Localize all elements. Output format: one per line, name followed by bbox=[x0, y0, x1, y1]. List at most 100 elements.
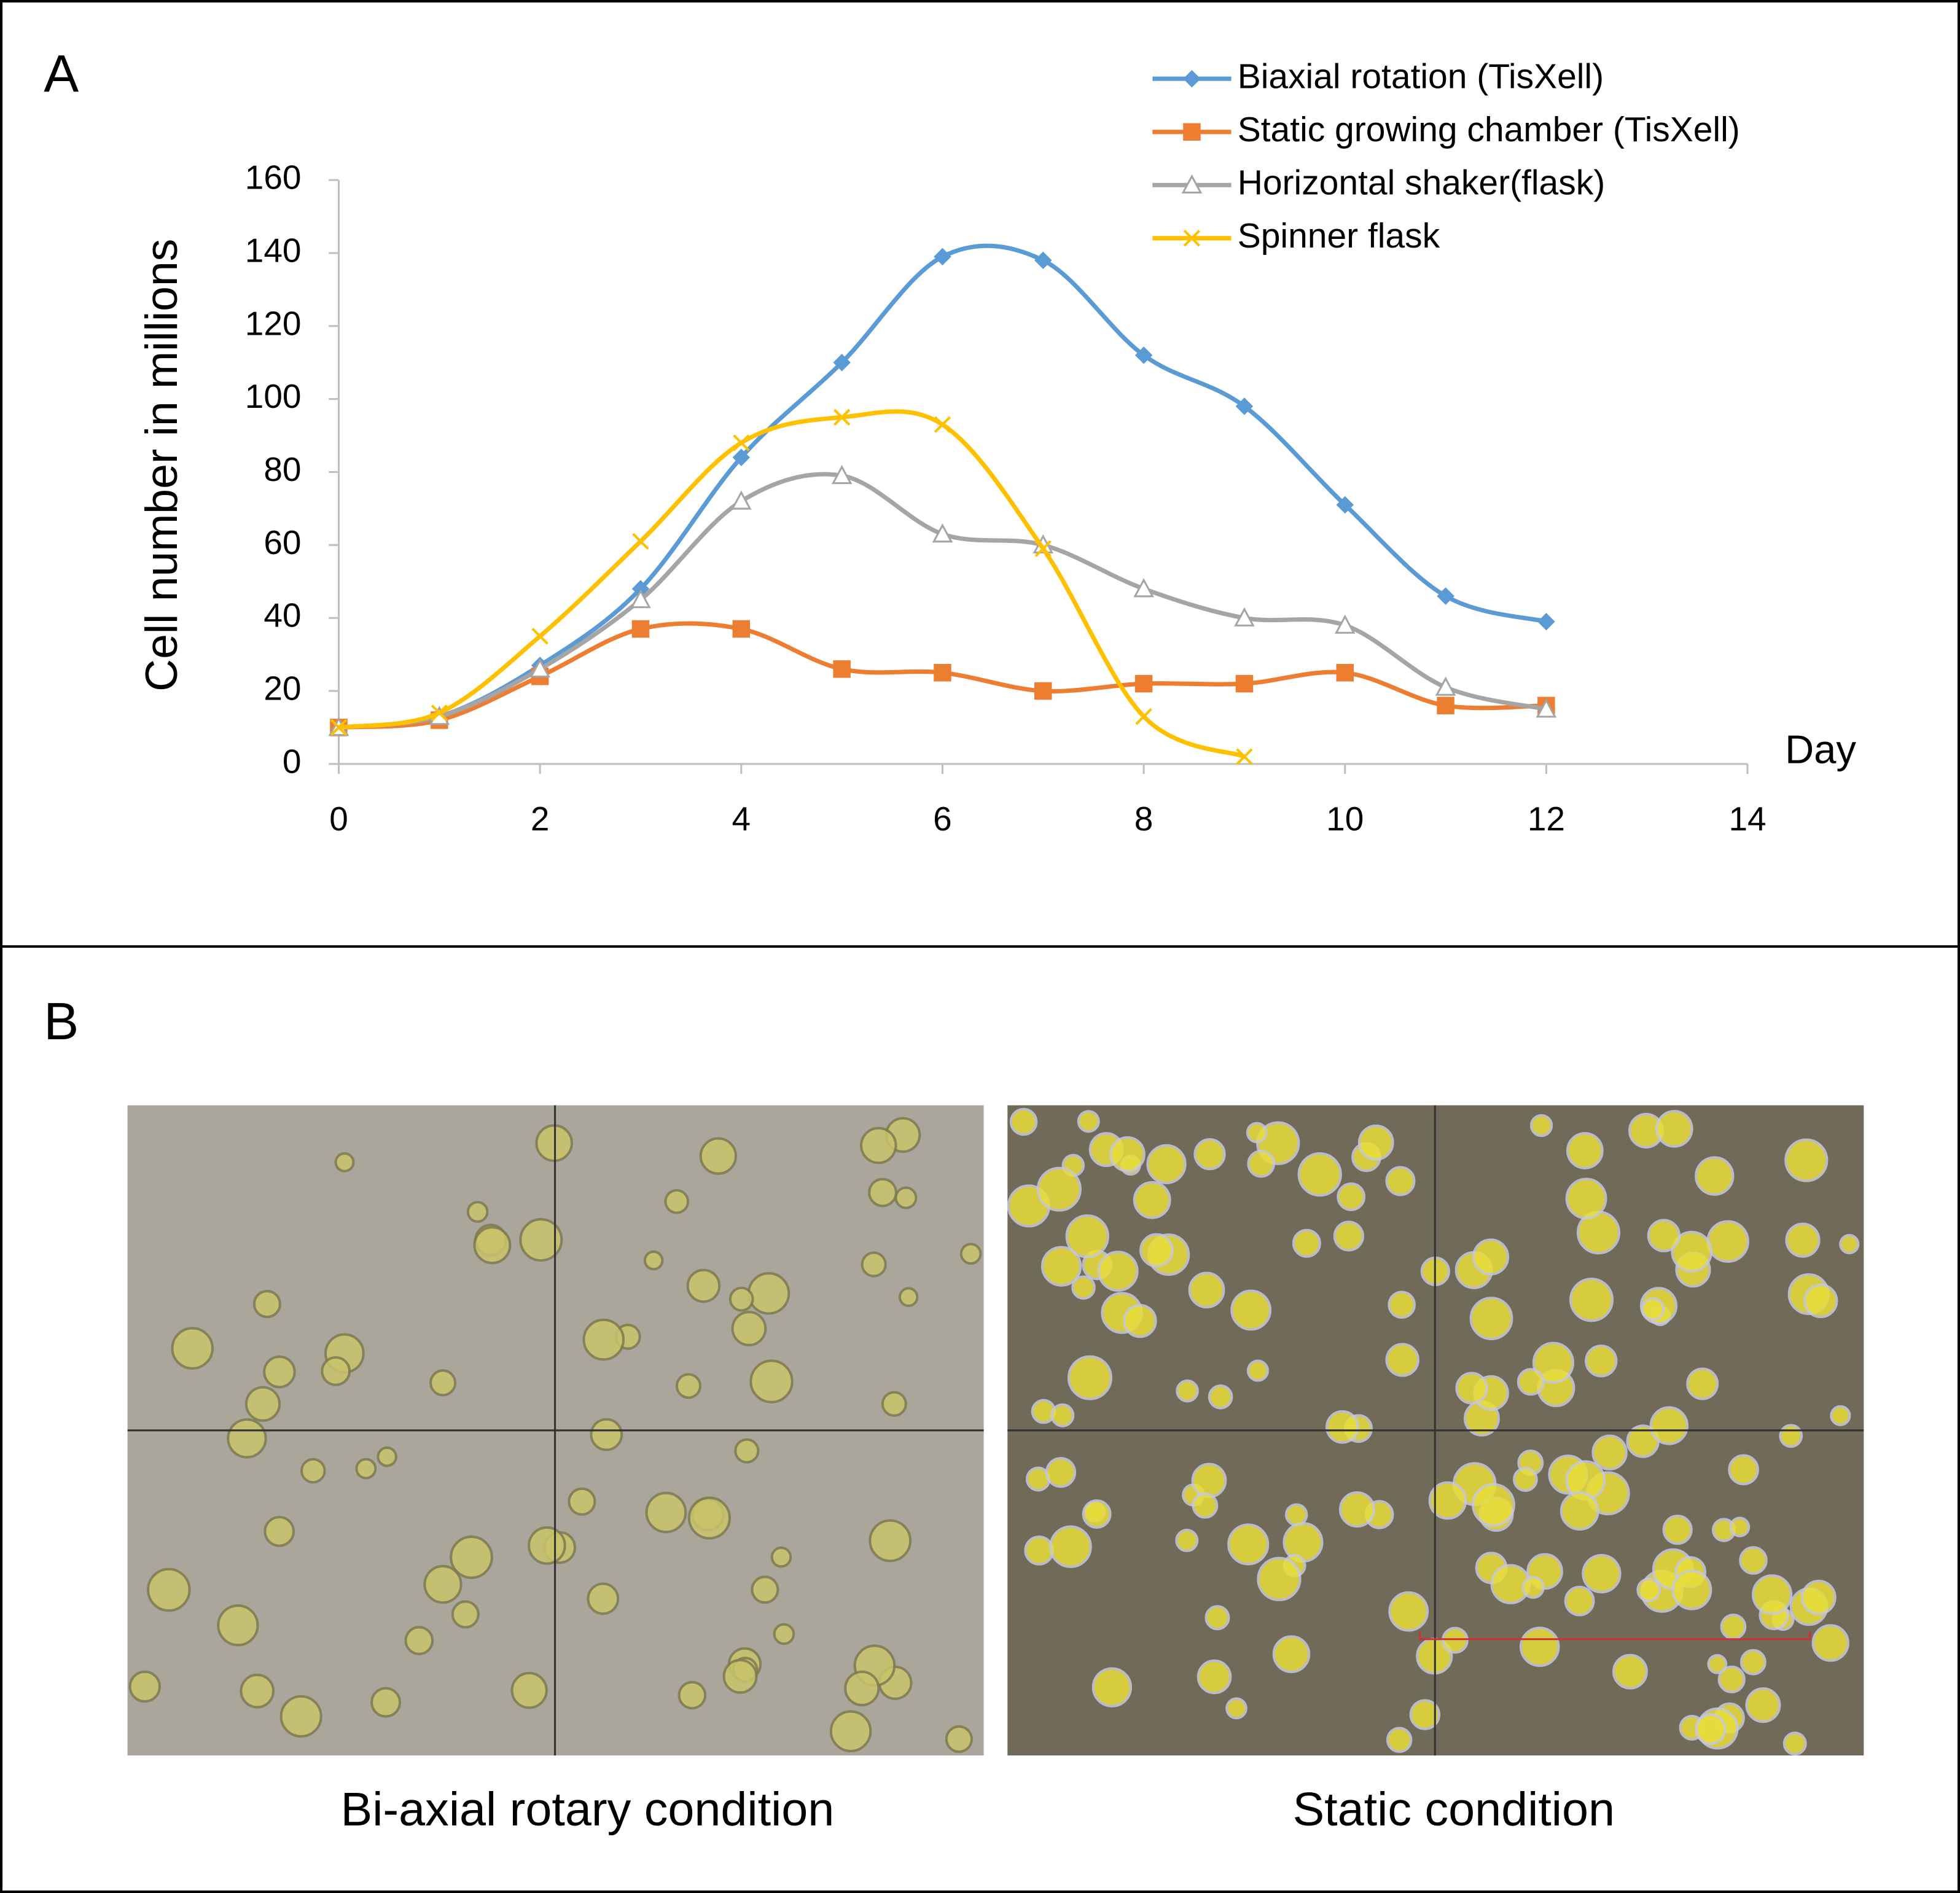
marker bbox=[1235, 674, 1254, 693]
cell bbox=[844, 1670, 880, 1707]
cell bbox=[1811, 1624, 1849, 1662]
legend-label: Spinner flask bbox=[1238, 216, 1440, 256]
y-tick-label: 0 bbox=[283, 742, 302, 780]
cell bbox=[1729, 1516, 1751, 1537]
marker bbox=[431, 704, 448, 722]
cell bbox=[1097, 1251, 1139, 1292]
cell bbox=[1091, 1667, 1133, 1708]
y-tick-label: 80 bbox=[264, 450, 301, 488]
cell bbox=[423, 1564, 463, 1604]
cell bbox=[1782, 1731, 1807, 1756]
series-line bbox=[338, 409, 1246, 759]
marker bbox=[932, 523, 953, 543]
marker bbox=[1034, 540, 1052, 557]
cell bbox=[217, 1604, 259, 1647]
cell bbox=[300, 1458, 326, 1484]
cell bbox=[1009, 1107, 1038, 1136]
cell bbox=[404, 1626, 434, 1655]
cell bbox=[1050, 1403, 1075, 1427]
cell bbox=[1671, 1230, 1713, 1273]
cell bbox=[1191, 1462, 1227, 1499]
cell bbox=[519, 1218, 563, 1262]
cell bbox=[734, 1438, 760, 1464]
cell bbox=[1082, 1499, 1112, 1529]
cell bbox=[945, 1725, 973, 1754]
marker bbox=[1536, 698, 1557, 718]
marker bbox=[1134, 346, 1153, 364]
cell bbox=[1337, 1182, 1366, 1211]
cell bbox=[473, 1226, 512, 1265]
cell bbox=[1208, 1384, 1233, 1410]
marker bbox=[934, 248, 951, 266]
marker bbox=[733, 434, 750, 451]
marker bbox=[1234, 607, 1255, 626]
cell bbox=[1752, 1574, 1793, 1615]
legend-label: Horizontal shaker(flask) bbox=[1238, 163, 1605, 202]
cell bbox=[1566, 1132, 1604, 1169]
marker bbox=[632, 533, 649, 550]
cell bbox=[1139, 1233, 1174, 1268]
cell bbox=[1455, 1372, 1488, 1405]
cell bbox=[868, 1177, 897, 1208]
scale-bar bbox=[1419, 1631, 1811, 1641]
x-tick-label: 8 bbox=[1134, 800, 1154, 838]
marker bbox=[1336, 496, 1354, 514]
cell bbox=[894, 1186, 918, 1209]
cell bbox=[643, 1250, 664, 1271]
marker bbox=[1235, 397, 1254, 415]
cell bbox=[1779, 1424, 1803, 1448]
cell bbox=[1839, 1234, 1860, 1255]
cell bbox=[1655, 1110, 1693, 1148]
cell bbox=[1386, 1727, 1413, 1753]
cell bbox=[1409, 1699, 1441, 1730]
cell bbox=[1045, 1457, 1077, 1488]
cell bbox=[1133, 1181, 1171, 1219]
cell bbox=[1123, 1303, 1157, 1338]
cell bbox=[466, 1201, 489, 1223]
cell bbox=[1176, 1379, 1199, 1403]
marker bbox=[1537, 612, 1555, 631]
cell bbox=[829, 1710, 872, 1752]
marker bbox=[833, 408, 851, 426]
cell bbox=[770, 1546, 792, 1568]
micrographs bbox=[127, 1105, 1864, 1756]
cell bbox=[279, 1695, 322, 1738]
x-tick-label: 0 bbox=[329, 800, 348, 838]
legend-marker bbox=[1183, 123, 1201, 141]
cell bbox=[1532, 1341, 1575, 1384]
cell bbox=[731, 1311, 767, 1346]
marker bbox=[1134, 674, 1153, 693]
cell bbox=[773, 1623, 795, 1645]
cell bbox=[1036, 1166, 1082, 1212]
cell bbox=[1338, 1491, 1375, 1528]
cell bbox=[1077, 1110, 1100, 1133]
cell bbox=[321, 1356, 351, 1386]
cell bbox=[1227, 1523, 1270, 1566]
cell bbox=[675, 1373, 702, 1399]
cell bbox=[686, 1268, 721, 1303]
marker bbox=[732, 620, 751, 638]
cell bbox=[898, 1287, 919, 1307]
cell bbox=[128, 1670, 162, 1703]
cell bbox=[1333, 1220, 1364, 1252]
cell bbox=[1109, 1136, 1146, 1173]
y-tick-label: 20 bbox=[264, 669, 301, 707]
cell bbox=[1247, 1149, 1275, 1178]
cell bbox=[1041, 1246, 1082, 1287]
cell bbox=[1388, 1290, 1416, 1319]
marker bbox=[630, 588, 651, 609]
cell bbox=[1739, 1546, 1768, 1575]
cell bbox=[728, 1286, 754, 1312]
cell bbox=[1297, 1152, 1342, 1197]
marker bbox=[1133, 578, 1154, 598]
cell bbox=[747, 1272, 791, 1315]
cell bbox=[1067, 1355, 1112, 1400]
cell bbox=[1049, 1525, 1092, 1568]
cell bbox=[1428, 1481, 1467, 1520]
cell bbox=[1649, 1406, 1689, 1445]
cell bbox=[263, 1355, 296, 1389]
y-tick-label: 60 bbox=[264, 523, 301, 561]
cell bbox=[1205, 1605, 1230, 1631]
